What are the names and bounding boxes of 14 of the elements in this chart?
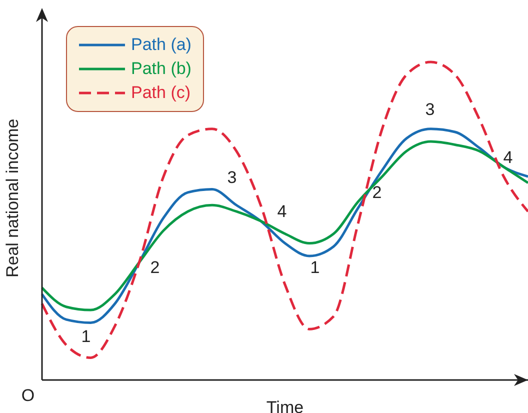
annotation: 1 [310,258,320,278]
legend-label: Path (c) [131,83,191,103]
annotation: 1 [81,327,91,347]
legend-label: Path (b) [131,59,192,79]
x-axis-title: Time [266,398,304,413]
annotation: 3 [227,168,237,188]
annotation: 3 [425,100,435,120]
legend-label: Path (a) [131,35,192,55]
annotation: 4 [277,202,287,222]
annotation: 2 [372,183,382,203]
annotation: 2 [150,258,160,278]
y-axis-title: Real national income [3,118,22,278]
text: O [21,386,35,406]
annotation: 4 [503,148,513,168]
